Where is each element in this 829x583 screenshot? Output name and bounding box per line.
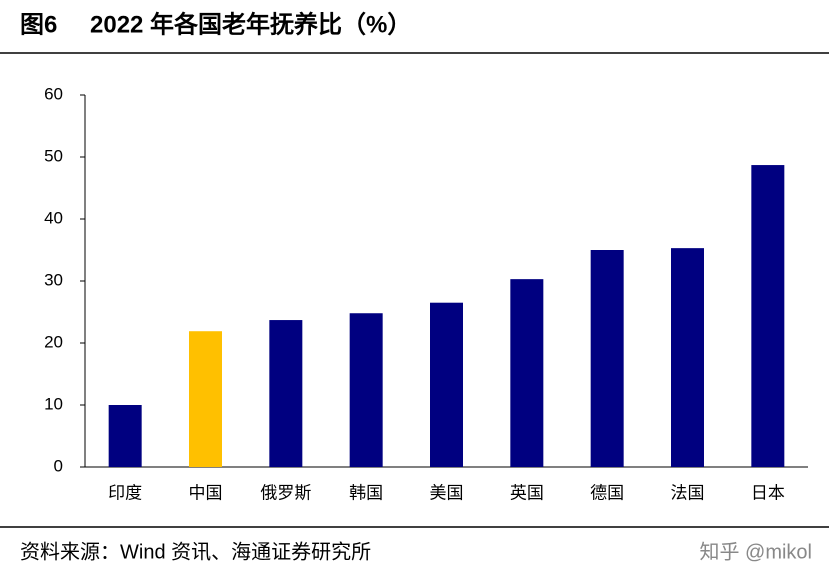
bar: [349, 313, 383, 467]
bar: [671, 248, 704, 467]
bar: [269, 320, 303, 467]
y-tick-label: 30: [44, 270, 63, 289]
watermark: 知乎 @mikol: [699, 540, 812, 563]
x-tick-label: 英国: [510, 483, 544, 502]
bar: [590, 250, 624, 467]
x-tick-label: 日本: [751, 483, 785, 502]
x-tick-label: 韩国: [349, 483, 383, 502]
y-tick-label: 40: [44, 208, 63, 227]
source: 资料来源：Wind 资讯、海通证券研究所: [20, 540, 371, 563]
x-tick-label: 印度: [108, 483, 142, 502]
x-tick-label: 俄罗斯: [260, 483, 311, 502]
y-tick-label: 10: [44, 394, 63, 413]
bar: [510, 279, 544, 467]
bar: [189, 331, 222, 467]
y-tick-label: 60: [44, 84, 63, 103]
y-tick-label: 0: [54, 456, 63, 475]
chart-title: 2022 年各国老年抚养比（%）: [90, 10, 411, 38]
x-tick-label: 美国: [430, 483, 464, 502]
bar: [430, 302, 463, 467]
y-tick-label: 20: [44, 332, 63, 351]
bar: [751, 165, 785, 467]
bar: [108, 405, 142, 467]
y-tick-label: 50: [44, 146, 63, 165]
figure-label: 图6: [20, 11, 57, 38]
x-tick-label: 法国: [671, 483, 705, 502]
x-tick-label: 中国: [189, 483, 223, 502]
x-tick-label: 德国: [590, 483, 624, 502]
